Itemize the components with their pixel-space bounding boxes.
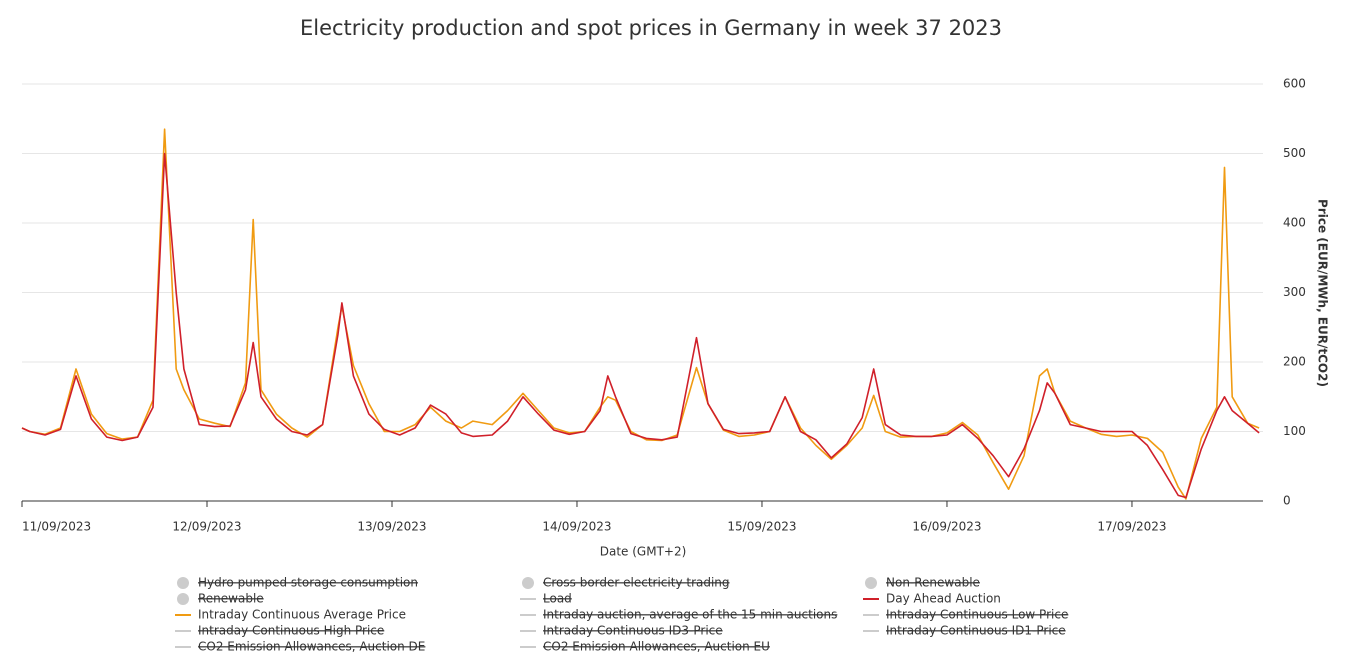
y-tick-label: 200 xyxy=(1283,355,1306,369)
x-tick-label: 11/09/2023 xyxy=(22,520,91,534)
y-axis-label: Price (EUR/MWh, EUR/tCO2) xyxy=(1316,199,1330,387)
legend-label[interactable]: Intraday auction, average of the 15 min … xyxy=(543,608,837,622)
legend-label[interactable]: Intraday Continuous ID3-Price xyxy=(543,624,723,638)
legend-symbol xyxy=(177,577,189,589)
legend-label[interactable]: Intraday Continuous Average Price xyxy=(198,608,406,622)
x-tick-label: 15/09/2023 xyxy=(727,520,796,534)
price-line xyxy=(21,152,1260,499)
legend-label[interactable]: Intraday Continuous High Price xyxy=(198,624,384,638)
y-tick-label: 0 xyxy=(1283,494,1291,508)
y-tick-label: 400 xyxy=(1283,216,1306,230)
legend-label[interactable]: Renewable xyxy=(198,592,264,606)
legend-label[interactable]: Cross border electricity trading xyxy=(543,576,730,590)
x-tick-label: 14/09/2023 xyxy=(542,520,611,534)
legend-label[interactable]: Load xyxy=(543,592,572,606)
legend-label[interactable]: Non-Renewable xyxy=(886,576,980,590)
y-tick-label: 300 xyxy=(1283,285,1306,299)
legend-symbol xyxy=(522,577,534,589)
legend-label[interactable]: CO2 Emission Allowances, Auction DE xyxy=(198,640,425,654)
legend-label[interactable]: Intraday Continuous Low Price xyxy=(886,608,1068,622)
legend-label[interactable]: CO2 Emission Allowances, Auction EU xyxy=(543,640,770,654)
x-tick-label: 12/09/2023 xyxy=(172,520,241,534)
x-axis-label: Date (GMT+2) xyxy=(600,545,687,559)
legend-label[interactable]: Intraday Continuous ID1-Price xyxy=(886,624,1066,638)
legend-label[interactable]: Day Ahead Auction xyxy=(886,592,1001,606)
x-tick-label: 17/09/2023 xyxy=(1097,520,1166,534)
chart-title: Electricity production and spot prices i… xyxy=(300,16,1002,40)
legend-symbol xyxy=(865,577,877,589)
y-tick-label: 100 xyxy=(1283,424,1306,438)
legend-label[interactable]: Hydro pumped storage consumption xyxy=(198,576,418,590)
x-tick-label: 13/09/2023 xyxy=(357,520,426,534)
x-tick-label: 16/09/2023 xyxy=(912,520,981,534)
legend-symbol xyxy=(177,593,189,605)
y-tick-label: 500 xyxy=(1283,146,1306,160)
y-tick-label: 600 xyxy=(1283,77,1306,91)
price-line xyxy=(21,128,1260,500)
